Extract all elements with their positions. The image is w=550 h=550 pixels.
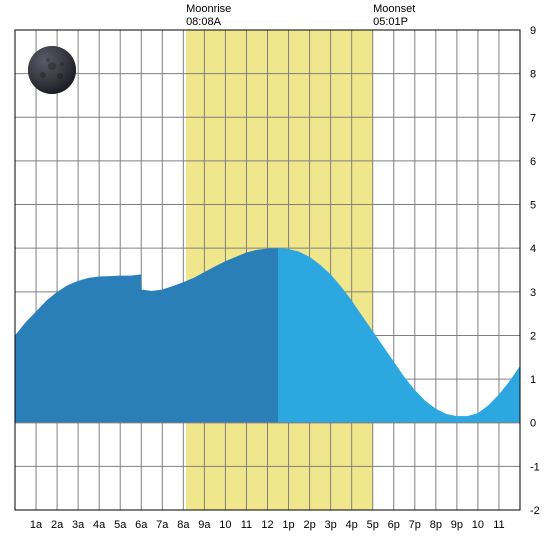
moon-icon <box>28 46 76 94</box>
x-tick-label: 1a <box>30 519 43 531</box>
y-tick-label: 7 <box>530 112 536 124</box>
x-tick-label: 6a <box>135 519 148 531</box>
x-tick-label: 3p <box>325 519 337 531</box>
y-tick-label: -2 <box>530 505 540 517</box>
y-tick-label: 2 <box>530 330 536 342</box>
x-tick-label: 7p <box>409 519 421 531</box>
y-tick-label: 1 <box>530 374 536 386</box>
annotation-value: 08:08A <box>186 16 222 28</box>
x-tick-label: 9a <box>198 519 211 531</box>
y-tick-label: 0 <box>530 418 536 430</box>
tide-chart: -2-101234567891a2a3a4a5a6a7a8a9a1011121p… <box>0 0 550 550</box>
x-tick-label: 9p <box>451 519 463 531</box>
x-tick-label: 2a <box>51 519 64 531</box>
chart-svg: -2-101234567891a2a3a4a5a6a7a8a9a1011121p… <box>0 0 550 550</box>
y-tick-label: 8 <box>530 69 536 81</box>
x-tick-label: 11 <box>241 519 252 531</box>
x-tick-label: 10 <box>219 519 231 531</box>
y-tick-label: 6 <box>530 156 536 168</box>
y-tick-label: 4 <box>530 243 536 255</box>
x-tick-label: 4a <box>93 519 106 531</box>
annotation-title: Moonset <box>373 3 415 15</box>
x-tick-label: 4p <box>346 519 358 531</box>
x-tick-label: 10 <box>472 519 484 531</box>
x-tick-label: 8p <box>430 519 442 531</box>
x-tick-label: 7a <box>156 519 169 531</box>
annotation-value: 05:01P <box>373 16 408 28</box>
x-tick-label: 5a <box>114 519 127 531</box>
x-tick-label: 1p <box>282 519 294 531</box>
x-tick-label: 12 <box>261 519 273 531</box>
y-tick-label: 3 <box>530 287 536 299</box>
y-tick-label: 9 <box>530 25 536 37</box>
annotation-title: Moonrise <box>186 3 231 15</box>
x-tick-label: 3a <box>72 519 85 531</box>
y-tick-label: 5 <box>530 200 536 212</box>
y-tick-label: -1 <box>530 461 540 473</box>
x-tick-label: 6p <box>388 519 400 531</box>
x-tick-label: 5p <box>367 519 379 531</box>
x-tick-label: 8a <box>177 519 190 531</box>
x-tick-label: 2p <box>303 519 315 531</box>
x-tick-label: 11 <box>493 519 504 531</box>
